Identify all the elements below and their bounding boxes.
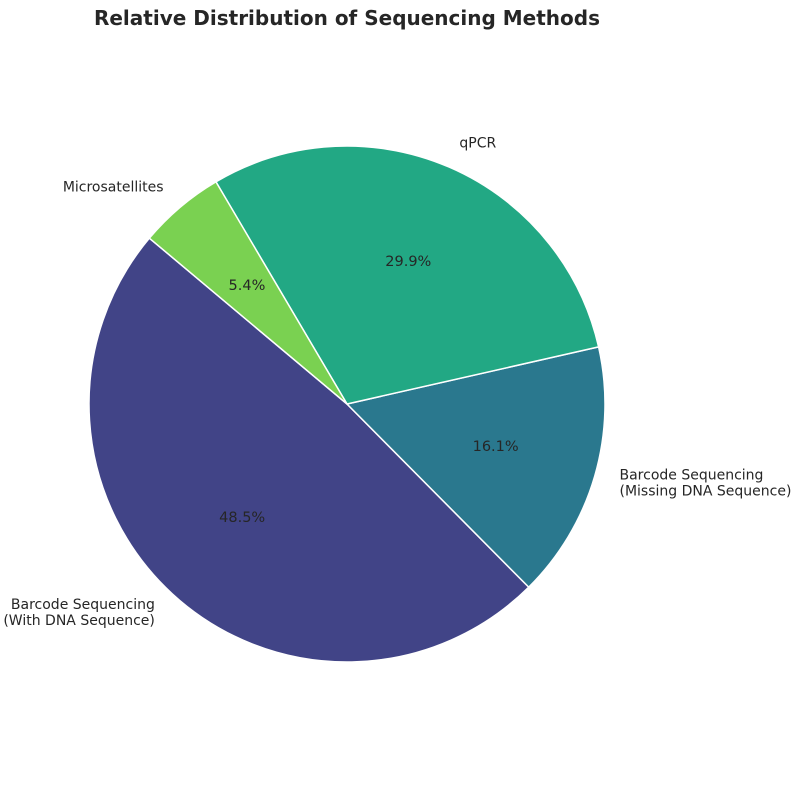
pie-slice-microsatellites	[148, 181, 348, 405]
slice-label-qpcr: qPCR	[459, 135, 496, 151]
slice-label-barcode-sequencing-with-dna-sequence: Barcode Sequencing (With DNA Sequence)	[3, 597, 155, 629]
slice-label-line: (With DNA Sequence)	[3, 613, 155, 629]
pct-label-microsatellites: 5.4%	[229, 278, 266, 294]
slice-label-line: Barcode Sequencing	[11, 597, 155, 613]
chart-title: Relative Distribution of Sequencing Meth…	[94, 6, 600, 30]
slice-label-line: (Missing DNA Sequence)	[620, 483, 792, 499]
pie-slices	[88, 145, 606, 663]
slice-label-barcode-sequencing-missing-dna-sequence: Barcode Sequencing (Missing DNA Sequence)	[620, 467, 792, 499]
pct-label-qpcr: 29.9%	[385, 254, 431, 270]
slice-label-line: Barcode Sequencing	[620, 467, 764, 483]
pie-slice-barcode-sequencing-with-dna-sequence	[88, 237, 530, 663]
pct-label-barcode-sequencing-with-dna-sequence: 48.5%	[219, 510, 265, 526]
pct-label-barcode-sequencing-missing-dna-sequence: 16.1%	[473, 439, 519, 455]
pie-labels: 48.5%Barcode Sequencing (With DNA Sequenc…	[3, 135, 791, 628]
pie-slice-qpcr	[215, 145, 600, 405]
slice-label-line: Microsatellites	[63, 179, 164, 195]
slice-label-microsatellites: Microsatellites	[63, 179, 164, 195]
pie-slice-barcode-sequencing-missing-dna-sequence	[346, 346, 606, 588]
slice-label-line: qPCR	[459, 135, 496, 151]
